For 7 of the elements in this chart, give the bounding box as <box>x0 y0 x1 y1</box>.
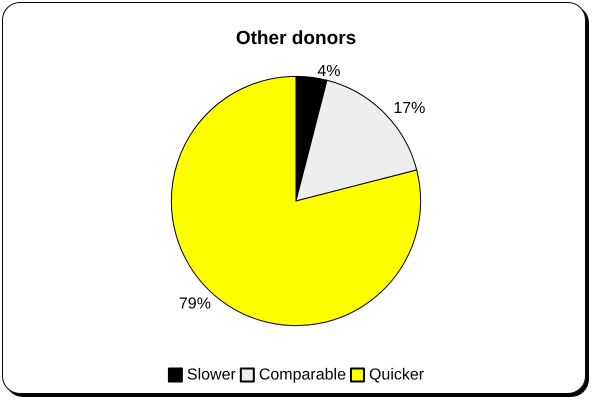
data-label: 17% <box>393 100 426 118</box>
data-label: 79% <box>178 296 211 313</box>
legend-label: Quicker <box>368 366 425 384</box>
data-label: 4% <box>317 62 340 80</box>
legend-label: Comparable <box>258 366 346 384</box>
chart-title: Other donors <box>236 28 356 49</box>
legend-label: Slower <box>186 366 236 384</box>
